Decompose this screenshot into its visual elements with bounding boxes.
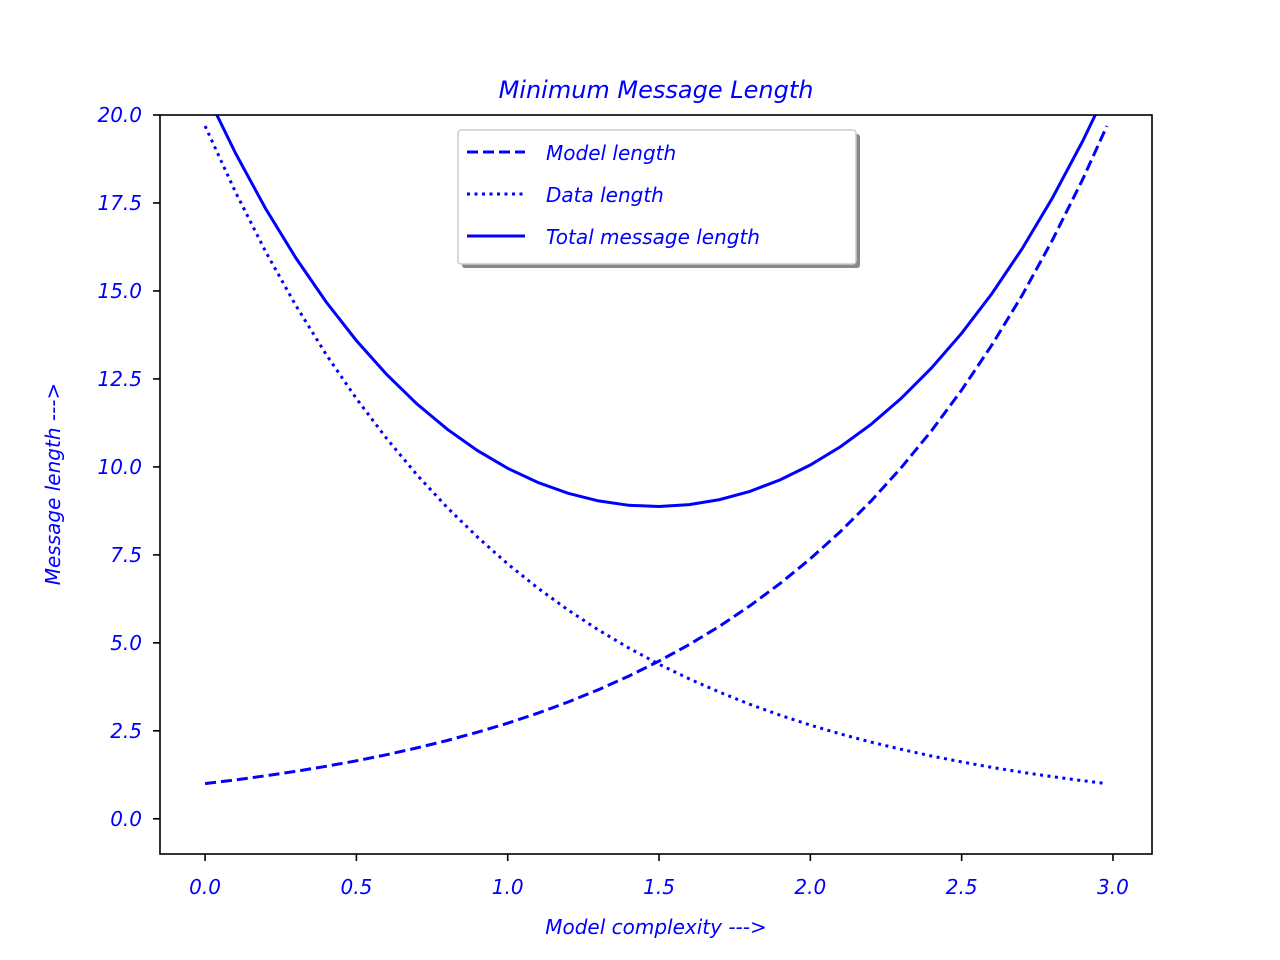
y-tick-label: 10.0 [97,455,142,479]
series-line-data-length [203,125,1108,786]
x-tick-label: 0.5 [340,875,372,899]
chart-title: Minimum Message Length [499,76,814,104]
x-tick-label: 1.0 [492,875,524,899]
legend: Model length Data length Total message len… [457,129,860,268]
series-line-model-length [204,125,1109,786]
legend-box [457,129,857,265]
y-tick-label: 5.0 [110,631,142,655]
y-tick-label: 20.0 [97,103,142,127]
legend-label: Model length [546,141,676,165]
y-axis-label: Message length ---> [41,383,65,586]
y-tick-label: 7.5 [110,543,142,567]
y-tick-label: 0.0 [110,807,142,831]
x-tick-label: 2.5 [946,875,978,899]
y-tick-label: 17.5 [97,191,142,215]
x-axis-label: Model complexity ---> [545,915,767,939]
y-tick-label: 12.5 [97,367,142,391]
legend-label: Data length [546,183,664,207]
y-tick-label: 15.0 [97,279,142,303]
x-tick-label: 0.0 [189,875,221,899]
plot-frame [159,114,1153,855]
x-tick-label: 1.5 [643,875,675,899]
legend-label: Total message length [546,225,760,249]
y-tick-label: 2.5 [110,719,142,743]
series-line-total-message-length [215,115,1097,509]
x-tick-label: 3.0 [1097,875,1129,899]
x-tick-label: 2.0 [794,875,826,899]
